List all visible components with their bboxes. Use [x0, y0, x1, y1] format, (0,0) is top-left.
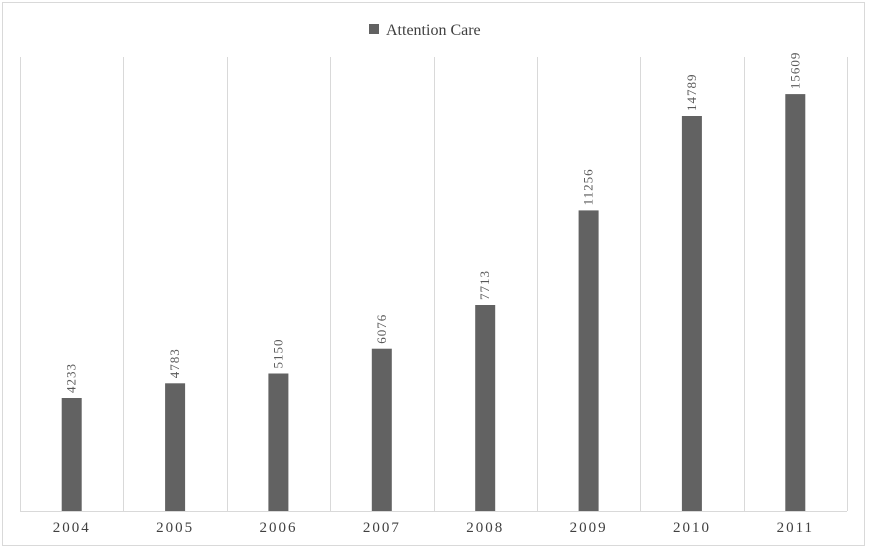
data-label-2006: 5150: [270, 338, 285, 368]
bar-2010: [681, 116, 702, 511]
x-tick-label-2006: 2006: [259, 520, 297, 536]
x-tick-label-2004: 2004: [53, 520, 91, 536]
bar-2005: [165, 383, 186, 511]
x-axis-ticks: 2004 2005 2006 2007 2008 2009 2010 2011: [53, 520, 814, 536]
legend-swatch: [369, 24, 379, 34]
x-tick-label-2010: 2010: [673, 520, 711, 536]
bar-2004: [61, 398, 82, 511]
bars: [61, 94, 806, 511]
legend-label: Attention Care: [386, 22, 481, 39]
data-label-2011: 15609: [787, 52, 802, 90]
x-tick-label-2011: 2011: [777, 520, 814, 536]
bar-2007: [371, 348, 392, 511]
bar-2008: [475, 305, 496, 511]
bar-2006: [268, 373, 289, 511]
data-label-2008: 7713: [477, 270, 492, 300]
x-tick-label-2008: 2008: [466, 520, 504, 536]
grid: [20, 57, 848, 511]
bar-2009: [578, 210, 599, 511]
data-labels: 4233 4783 5150 6076 7713 11256 14789 15609: [64, 52, 803, 393]
bar-2011: [785, 94, 806, 511]
data-label-2009: 11256: [581, 168, 596, 205]
data-label-2005: 4783: [167, 348, 182, 378]
data-label-2004: 4233: [64, 363, 79, 393]
x-tick-label-2007: 2007: [363, 520, 401, 536]
data-label-2010: 14789: [684, 74, 699, 112]
legend: Attention Care: [369, 22, 481, 39]
data-label-2007: 6076: [374, 314, 389, 344]
x-tick-label-2005: 2005: [156, 520, 194, 536]
x-tick-label-2009: 2009: [570, 520, 608, 536]
